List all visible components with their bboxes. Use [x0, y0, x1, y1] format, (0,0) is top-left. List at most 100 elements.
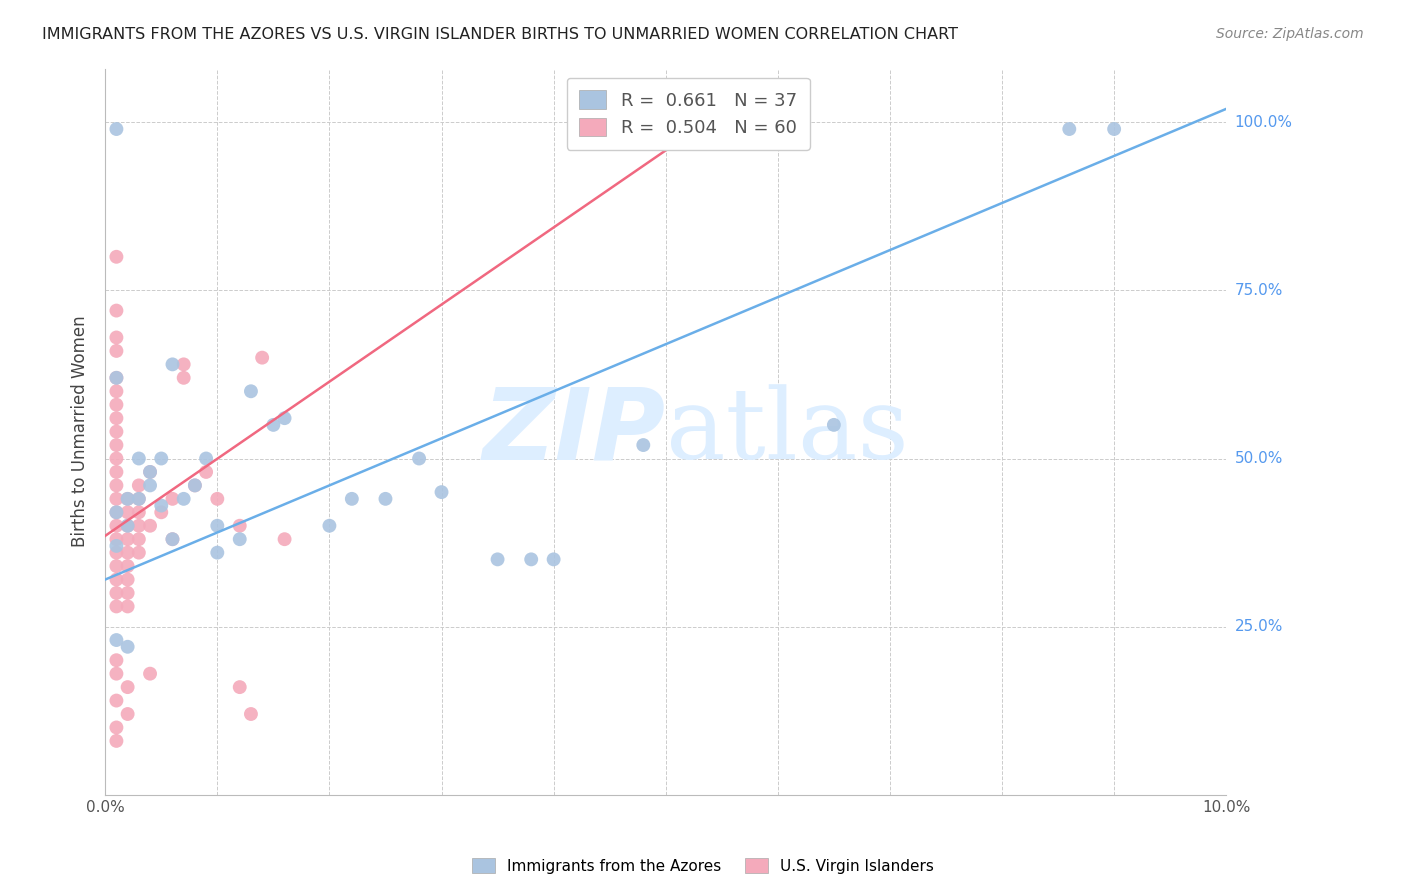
Point — [105, 465, 128, 479]
Point — [117, 546, 139, 560]
Point — [105, 599, 128, 614]
Point — [105, 573, 128, 587]
Point — [105, 343, 128, 358]
Point — [162, 532, 184, 546]
Point — [105, 505, 128, 519]
Point — [229, 680, 252, 694]
Point — [105, 721, 128, 735]
Legend: R =  0.661   N = 37, R =  0.504   N = 60: R = 0.661 N = 37, R = 0.504 N = 60 — [567, 78, 810, 150]
Point — [162, 532, 184, 546]
Point — [105, 122, 128, 136]
Point — [195, 451, 218, 466]
Point — [105, 559, 128, 574]
Point — [117, 532, 139, 546]
Point — [105, 250, 128, 264]
Point — [139, 465, 162, 479]
Point — [239, 384, 262, 399]
Point — [633, 438, 655, 452]
Point — [543, 552, 565, 566]
Point — [105, 546, 128, 560]
Point — [105, 451, 128, 466]
Text: ZIP: ZIP — [482, 383, 665, 480]
Text: 50.0%: 50.0% — [1234, 451, 1282, 466]
Point — [105, 384, 128, 399]
Text: atlas: atlas — [665, 384, 908, 480]
Point — [105, 303, 128, 318]
Point — [128, 532, 150, 546]
Point — [195, 465, 218, 479]
Text: Source: ZipAtlas.com: Source: ZipAtlas.com — [1216, 27, 1364, 41]
Point — [105, 693, 128, 707]
Point — [105, 653, 128, 667]
Point — [105, 539, 128, 553]
Point — [318, 518, 340, 533]
Legend: Immigrants from the Azores, U.S. Virgin Islanders: Immigrants from the Azores, U.S. Virgin … — [467, 852, 939, 880]
Point — [184, 478, 207, 492]
Point — [430, 485, 453, 500]
Point — [105, 478, 128, 492]
Point — [128, 491, 150, 506]
Point — [105, 532, 128, 546]
Point — [250, 351, 273, 365]
Point — [105, 586, 128, 600]
Point — [105, 411, 128, 425]
Point — [150, 505, 173, 519]
Y-axis label: Births to Unmarried Women: Births to Unmarried Women — [72, 316, 89, 548]
Point — [117, 559, 139, 574]
Point — [162, 491, 184, 506]
Point — [139, 478, 162, 492]
Point — [150, 451, 173, 466]
Point — [105, 734, 128, 748]
Point — [1102, 122, 1125, 136]
Point — [105, 371, 128, 385]
Point — [128, 518, 150, 533]
Point — [184, 478, 207, 492]
Point — [273, 532, 295, 546]
Point — [150, 499, 173, 513]
Point — [105, 633, 128, 648]
Point — [105, 518, 128, 533]
Point — [207, 546, 229, 560]
Point — [173, 357, 195, 371]
Point — [408, 451, 430, 466]
Point — [105, 425, 128, 439]
Point — [117, 680, 139, 694]
Point — [117, 599, 139, 614]
Point — [105, 371, 128, 385]
Point — [105, 491, 128, 506]
Point — [117, 505, 139, 519]
Point — [128, 491, 150, 506]
Point — [239, 706, 262, 721]
Point — [262, 417, 284, 432]
Point — [229, 532, 252, 546]
Point — [117, 586, 139, 600]
Point — [117, 491, 139, 506]
Point — [128, 546, 150, 560]
Text: 100.0%: 100.0% — [1234, 115, 1292, 130]
Point — [117, 518, 139, 533]
Point — [229, 518, 252, 533]
Point — [105, 505, 128, 519]
Point — [128, 451, 150, 466]
Point — [105, 438, 128, 452]
Point — [374, 491, 396, 506]
Point — [139, 465, 162, 479]
Point — [105, 666, 128, 681]
Point — [273, 411, 295, 425]
Point — [823, 417, 845, 432]
Point — [139, 666, 162, 681]
Text: 25.0%: 25.0% — [1234, 619, 1282, 634]
Point — [117, 491, 139, 506]
Point — [117, 573, 139, 587]
Point — [173, 491, 195, 506]
Text: IMMIGRANTS FROM THE AZORES VS U.S. VIRGIN ISLANDER BIRTHS TO UNMARRIED WOMEN COR: IMMIGRANTS FROM THE AZORES VS U.S. VIRGI… — [42, 27, 957, 42]
Point — [162, 357, 184, 371]
Point — [105, 398, 128, 412]
Point — [486, 552, 509, 566]
Point — [340, 491, 363, 506]
Point — [117, 640, 139, 654]
Point — [117, 706, 139, 721]
Point — [207, 518, 229, 533]
Point — [117, 518, 139, 533]
Point — [207, 491, 229, 506]
